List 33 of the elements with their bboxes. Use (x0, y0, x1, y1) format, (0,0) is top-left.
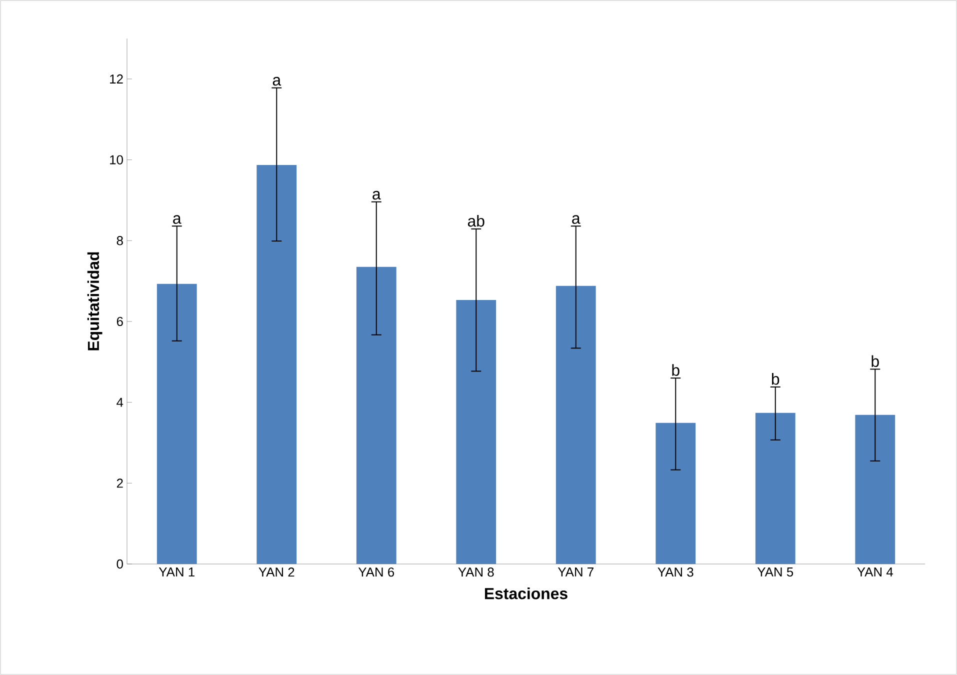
annotation: a (173, 215, 182, 224)
y-tick-label: 12 (110, 74, 123, 84)
y-tick-label: 10 (110, 155, 123, 164)
x-tick-label: YAN 5 (757, 568, 794, 577)
annotation: b (872, 355, 879, 367)
x-tick-label: YAN 3 (658, 568, 694, 577)
x-tick-label: YAN 2 (258, 568, 294, 577)
bar (755, 412, 796, 564)
annotation: a (372, 190, 381, 200)
x-tick-label: YAN 6 (358, 568, 394, 577)
y-tick-label: 8 (116, 236, 123, 246)
x-tick-label: YAN 8 (458, 568, 494, 577)
annotation: a (572, 215, 580, 224)
bar (356, 266, 396, 564)
y-tick-label: 2 (116, 478, 123, 488)
bar (256, 165, 297, 564)
annotation: b (772, 373, 780, 385)
bar (556, 286, 596, 564)
bar (456, 300, 496, 564)
x-tick-label: YAN 7 (558, 568, 594, 576)
x-tick-label: YAN 1 (158, 568, 194, 576)
annotation: b (672, 364, 680, 376)
x-tick-label: YAN 4 (857, 568, 893, 576)
annotation: a (272, 76, 282, 86)
bar (156, 284, 197, 564)
bar (656, 422, 696, 564)
y-tick-label: 0 (116, 559, 123, 569)
annotation: ab (468, 215, 484, 227)
y-axis-title: Equitatividad (87, 252, 102, 350)
y-tick-label: 6 (116, 316, 123, 326)
x-axis-title: Estaciones (484, 588, 568, 600)
bar (855, 414, 896, 564)
y-tick-label: 4 (116, 398, 124, 407)
